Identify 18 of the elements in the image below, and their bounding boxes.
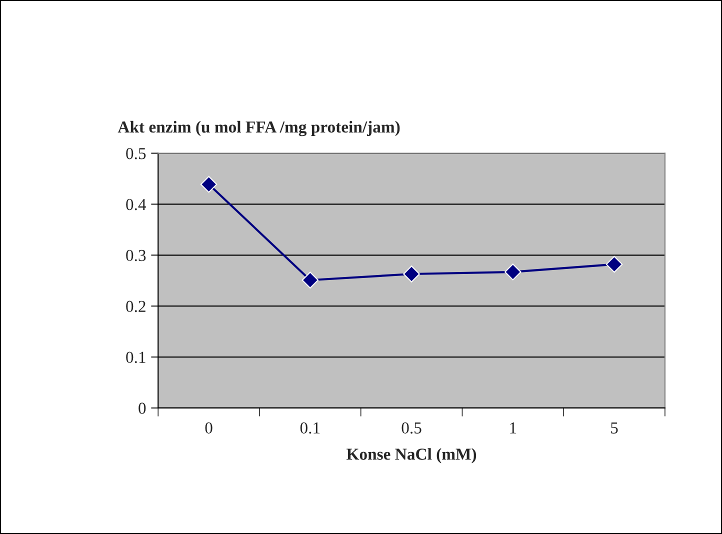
y-tick-label: 0 [138, 402, 146, 414]
point [302, 272, 319, 288]
y-tick-label: 0.2 [126, 300, 146, 312]
point [606, 256, 623, 273]
x-tick-label: 1 [510, 422, 516, 434]
x-tick-label: 0.5 [402, 422, 422, 434]
y-tick-label: 0.3 [126, 250, 146, 262]
y-axis-title: Akt enzim (u mol FFA /mg protein/jam) [118, 120, 400, 136]
x-axis-title: Konse NaCl (mM) [346, 448, 476, 464]
x-tick-label: 0 [205, 422, 212, 434]
x-tick-label: 5 [611, 422, 618, 434]
x-tick-label: 0.1 [300, 422, 320, 434]
point [403, 266, 420, 282]
y-tick-label: 0.4 [126, 198, 146, 210]
y-tick-label: 0.1 [126, 352, 146, 364]
point [504, 264, 522, 280]
y-tick-label: 0.5 [126, 148, 146, 160]
point [200, 176, 218, 193]
